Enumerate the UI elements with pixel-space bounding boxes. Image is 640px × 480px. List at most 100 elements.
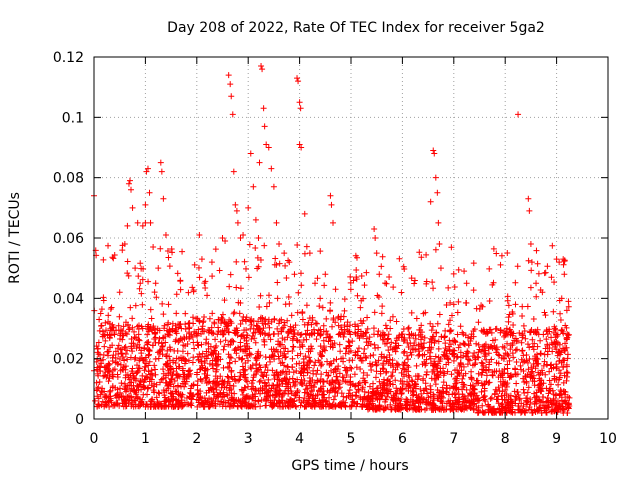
data-point bbox=[220, 380, 227, 387]
data-point bbox=[443, 382, 450, 389]
data-point bbox=[201, 280, 208, 287]
data-point bbox=[219, 315, 226, 322]
data-point bbox=[167, 380, 174, 387]
data-point bbox=[298, 331, 305, 338]
data-point bbox=[393, 343, 400, 350]
data-point bbox=[96, 378, 103, 385]
data-point bbox=[275, 320, 282, 327]
data-point bbox=[187, 333, 194, 340]
data-point bbox=[131, 356, 138, 363]
data-point bbox=[179, 348, 186, 355]
data-point bbox=[557, 316, 564, 323]
data-point bbox=[330, 369, 337, 376]
data-point bbox=[542, 269, 549, 276]
data-point bbox=[317, 343, 324, 350]
data-point bbox=[105, 352, 112, 359]
data-point bbox=[223, 323, 230, 330]
data-point bbox=[128, 368, 135, 375]
data-point bbox=[501, 344, 508, 351]
data-point bbox=[306, 354, 313, 361]
data-point bbox=[507, 371, 514, 378]
data-point bbox=[333, 356, 340, 363]
data-point bbox=[116, 402, 123, 409]
data-point bbox=[342, 378, 349, 385]
data-point bbox=[216, 267, 223, 274]
data-point bbox=[452, 339, 459, 346]
data-point bbox=[267, 336, 274, 343]
data-point bbox=[551, 323, 558, 330]
data-point bbox=[329, 379, 336, 386]
data-point bbox=[413, 381, 420, 388]
data-point bbox=[324, 331, 331, 338]
data-point bbox=[113, 400, 120, 407]
data-point bbox=[548, 381, 555, 388]
data-point bbox=[435, 219, 442, 226]
data-point bbox=[106, 388, 113, 395]
data-point bbox=[277, 399, 284, 406]
data-point bbox=[129, 315, 136, 322]
data-point bbox=[374, 292, 381, 299]
data-point bbox=[358, 357, 365, 364]
data-point bbox=[355, 345, 362, 352]
data-point bbox=[340, 313, 347, 320]
data-point bbox=[165, 331, 172, 338]
data-point bbox=[110, 255, 117, 262]
data-point bbox=[219, 378, 226, 385]
data-point bbox=[199, 350, 206, 357]
data-point bbox=[446, 328, 453, 335]
data-point bbox=[196, 231, 203, 238]
data-point bbox=[198, 362, 205, 369]
data-point bbox=[463, 300, 470, 306]
data-point bbox=[336, 381, 343, 388]
data-point bbox=[345, 349, 352, 356]
data-point bbox=[423, 371, 430, 378]
data-point bbox=[110, 367, 117, 374]
data-point bbox=[496, 368, 503, 375]
data-point bbox=[126, 395, 133, 402]
data-point bbox=[514, 337, 521, 344]
data-point bbox=[190, 354, 197, 361]
data-point bbox=[148, 376, 155, 383]
data-point bbox=[486, 297, 493, 304]
data-point bbox=[415, 393, 422, 400]
data-point bbox=[215, 361, 222, 368]
data-point bbox=[187, 385, 194, 392]
data-point bbox=[293, 360, 300, 367]
data-point bbox=[398, 289, 405, 296]
data-point bbox=[475, 341, 482, 348]
data-point bbox=[432, 337, 439, 344]
data-point bbox=[153, 394, 160, 401]
data-point bbox=[176, 373, 183, 380]
data-point bbox=[213, 342, 220, 349]
data-point bbox=[423, 405, 430, 412]
data-point bbox=[376, 403, 383, 410]
data-point bbox=[190, 288, 197, 295]
data-point bbox=[156, 350, 163, 357]
data-point bbox=[383, 280, 390, 287]
data-point bbox=[203, 348, 210, 355]
data-point bbox=[554, 352, 561, 359]
data-point bbox=[380, 386, 387, 393]
data-point bbox=[537, 350, 544, 357]
data-point bbox=[232, 201, 239, 208]
data-point bbox=[336, 341, 343, 348]
data-point bbox=[209, 361, 216, 368]
data-point bbox=[247, 325, 254, 332]
data-point bbox=[133, 391, 140, 398]
data-point bbox=[301, 321, 308, 328]
data-point bbox=[499, 388, 506, 395]
data-point bbox=[266, 324, 273, 331]
data-point bbox=[95, 351, 102, 358]
data-point bbox=[268, 402, 275, 409]
data-point bbox=[137, 280, 144, 287]
data-point bbox=[301, 210, 308, 217]
data-point bbox=[225, 328, 232, 335]
data-point bbox=[122, 385, 129, 392]
data-point bbox=[265, 292, 272, 299]
data-point bbox=[138, 350, 145, 357]
data-point bbox=[205, 326, 212, 333]
data-point bbox=[153, 294, 160, 301]
data-point bbox=[94, 403, 101, 410]
data-point bbox=[398, 331, 405, 338]
data-point bbox=[233, 258, 240, 265]
